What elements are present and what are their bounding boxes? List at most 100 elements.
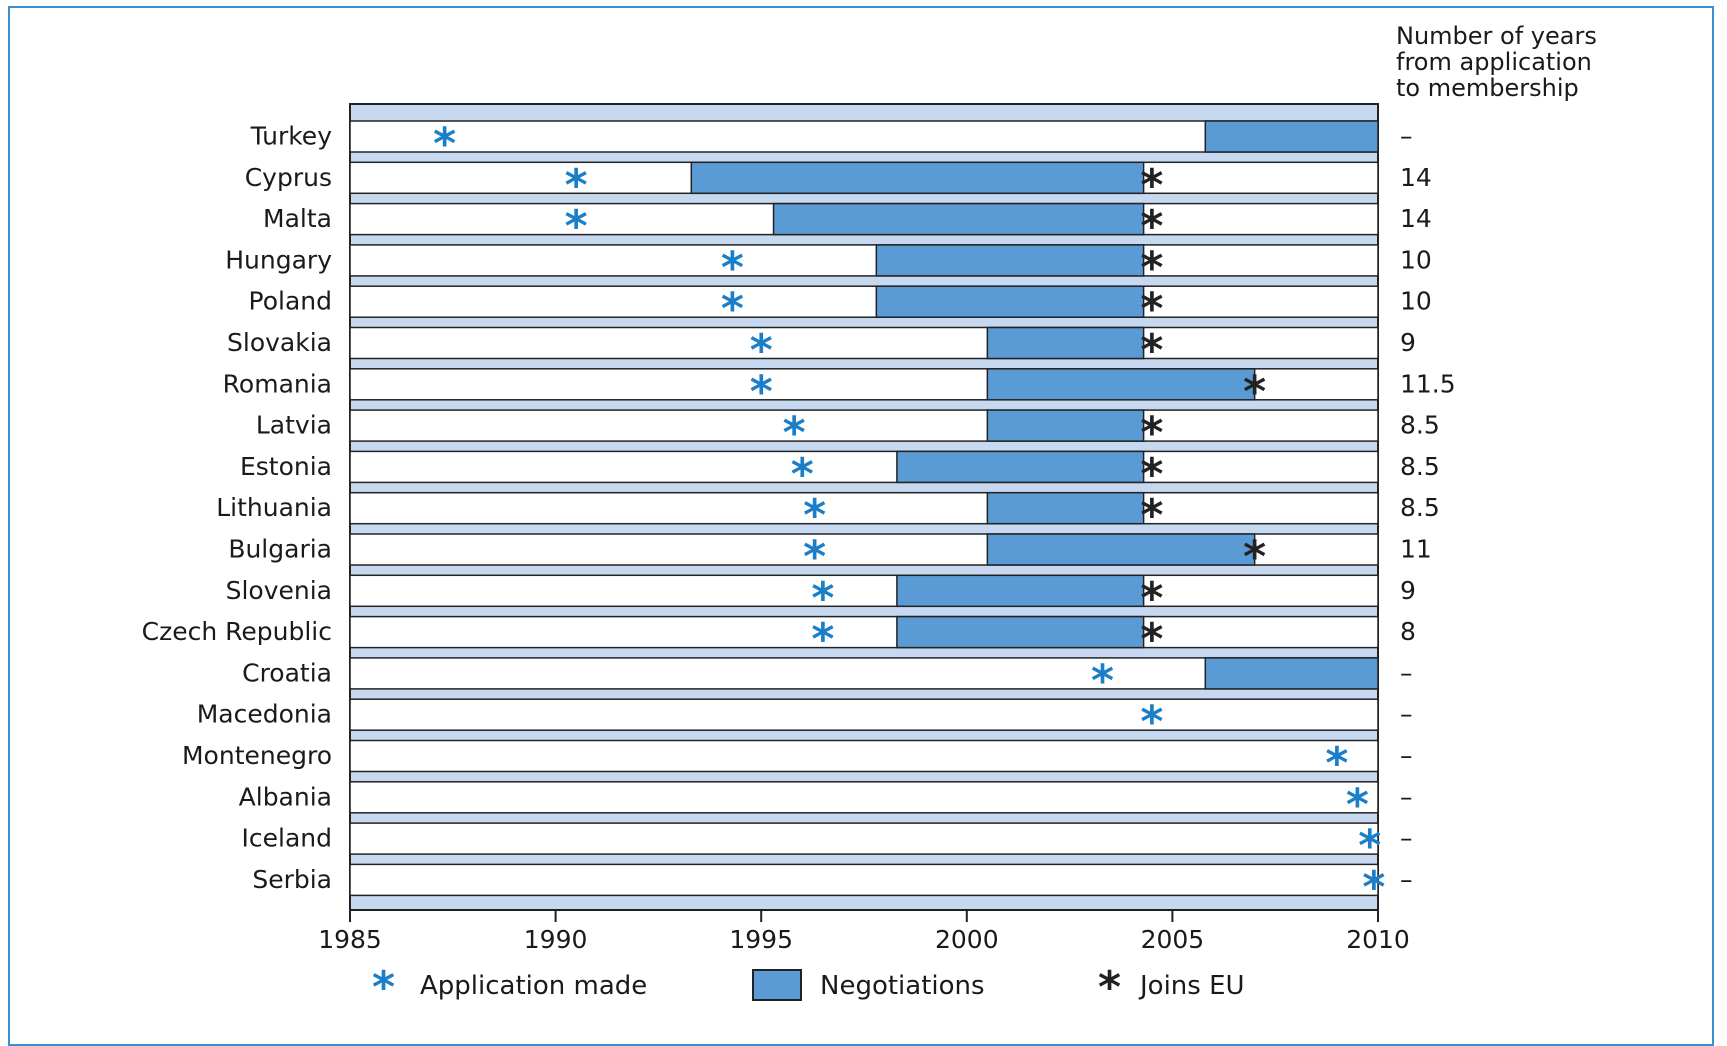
years-value: – xyxy=(1400,782,1413,811)
application-marker: * xyxy=(565,201,588,252)
years-value: 8.5 xyxy=(1400,411,1440,440)
country-label: Lithuania xyxy=(216,493,332,522)
country-label: Malta xyxy=(263,204,332,233)
years-value: – xyxy=(1400,122,1413,151)
country-label: Albania xyxy=(239,782,332,811)
years-value: 9 xyxy=(1400,328,1416,357)
application-marker: * xyxy=(1362,862,1385,913)
years-value: – xyxy=(1400,658,1413,687)
country-label: Turkey xyxy=(250,122,333,151)
application-marker: * xyxy=(750,366,773,417)
x-tick-label: 2010 xyxy=(1346,925,1410,954)
row-track xyxy=(349,698,1379,731)
country-label: Latvia xyxy=(256,411,332,440)
row-track xyxy=(349,574,1379,608)
legend-negotiations-label: Negotiations xyxy=(820,971,985,1001)
joins-eu-marker: * xyxy=(1140,573,1163,624)
years-value: 11 xyxy=(1400,535,1432,564)
header-line-1: Number of years xyxy=(1396,22,1597,50)
row-iceland: * Iceland – xyxy=(242,821,1413,872)
country-label: Slovenia xyxy=(226,576,332,605)
x-axis: 1985 1990 1995 2000 2005 2010 xyxy=(318,909,1410,954)
application-marker: * xyxy=(565,160,588,211)
application-marker: * xyxy=(1325,738,1348,789)
x-tick-label: 2005 xyxy=(1141,925,1205,954)
application-marker: * xyxy=(1358,821,1381,872)
joins-eu-marker: * xyxy=(1243,532,1266,583)
row-track xyxy=(349,739,1379,773)
row-latvia: * * Latvia 8.5 xyxy=(256,408,1440,459)
row-macedonia: * Macedonia – xyxy=(197,697,1413,748)
years-value: 8.5 xyxy=(1400,452,1440,481)
x-tick-label: 1990 xyxy=(524,925,588,954)
years-value: – xyxy=(1400,700,1413,729)
application-marker: * xyxy=(1140,697,1163,748)
negotiations-bar xyxy=(986,368,1256,401)
row-slovakia: * * Slovakia 9 xyxy=(227,325,1416,376)
application-marker: * xyxy=(811,573,834,624)
row-poland: * * Poland 10 xyxy=(249,284,1432,335)
row-track xyxy=(349,450,1379,484)
negotiations-bar xyxy=(896,615,1145,649)
row-track xyxy=(349,781,1379,814)
header-line-2: from application xyxy=(1396,48,1592,76)
joins-eu-marker: * xyxy=(1140,242,1163,293)
years-value: – xyxy=(1400,865,1413,894)
joins-eu-marker: * xyxy=(1140,614,1163,665)
row-slovenia: * * Slovenia 9 xyxy=(226,573,1416,624)
row-bulgaria: * * Bulgaria 11 xyxy=(228,532,1432,583)
years-value: 8 xyxy=(1400,617,1416,646)
x-tick-label: 2000 xyxy=(935,925,999,954)
application-marker: * xyxy=(811,614,834,665)
row-track xyxy=(349,615,1379,649)
country-label: Bulgaria xyxy=(228,535,332,564)
joins-eu-marker: * xyxy=(1140,284,1163,335)
negotiations-bar xyxy=(986,491,1145,525)
country-label: Macedonia xyxy=(197,700,332,729)
joins-eu-marker: * xyxy=(1140,201,1163,252)
years-value: 10 xyxy=(1400,287,1432,316)
years-value: – xyxy=(1400,741,1413,770)
legend: * Application made Negotiations * Joins … xyxy=(372,962,1245,1013)
application-marker: * xyxy=(1346,779,1369,830)
country-label: Montenegro xyxy=(182,741,332,770)
country-label: Cyprus xyxy=(245,163,332,192)
negotiations-bar xyxy=(875,285,1145,318)
row-romania: * * Romania 11.5 xyxy=(223,366,1456,417)
negotiations-bar xyxy=(875,244,1145,277)
row-track xyxy=(349,491,1379,525)
row-malta: * * Malta 14 xyxy=(263,201,1432,252)
country-label: Estonia xyxy=(240,452,332,481)
row-track xyxy=(349,326,1379,360)
country-label: Slovakia xyxy=(227,328,332,357)
joins-eu-marker: * xyxy=(1140,325,1163,376)
row-track xyxy=(349,822,1379,855)
legend-joins-label: Joins EU xyxy=(1138,971,1245,1001)
row-croatia: * Croatia – xyxy=(242,655,1412,706)
row-albania: * Albania – xyxy=(239,779,1413,830)
joins-eu-marker: * xyxy=(1140,449,1163,500)
negotiations-bar xyxy=(772,202,1145,236)
years-value: 14 xyxy=(1400,204,1432,233)
application-marker: * xyxy=(791,449,814,500)
row-track xyxy=(349,409,1379,442)
country-label: Czech Republic xyxy=(142,617,332,646)
row-turkey: * Turkey – xyxy=(250,119,1413,170)
joins-eu-marker: * xyxy=(1140,160,1163,211)
row-track xyxy=(349,863,1379,897)
row-track xyxy=(349,285,1379,318)
row-czech-republic: * * Czech Republic 8 xyxy=(142,614,1416,665)
negotiations-bar xyxy=(896,574,1145,608)
joins-eu-marker: * xyxy=(1140,490,1163,541)
row-lithuania: * * Lithuania 8.5 xyxy=(216,490,1440,541)
row-hungary: * * Hungary 10 xyxy=(225,242,1432,293)
years-value: 14 xyxy=(1400,163,1432,192)
negotiations-bar xyxy=(986,533,1256,566)
row-estonia: * * Estonia 8.5 xyxy=(240,449,1440,500)
country-label: Serbia xyxy=(252,865,332,894)
row-montenegro: * Montenegro – xyxy=(182,738,1413,789)
row-track xyxy=(349,244,1379,277)
plot-area: *Turkey –* *Cyprus 14* *Malta 14* *Hungary 10* *… xyxy=(142,103,1456,913)
country-label: Romania xyxy=(223,369,332,398)
years-value: 8.5 xyxy=(1400,493,1440,522)
